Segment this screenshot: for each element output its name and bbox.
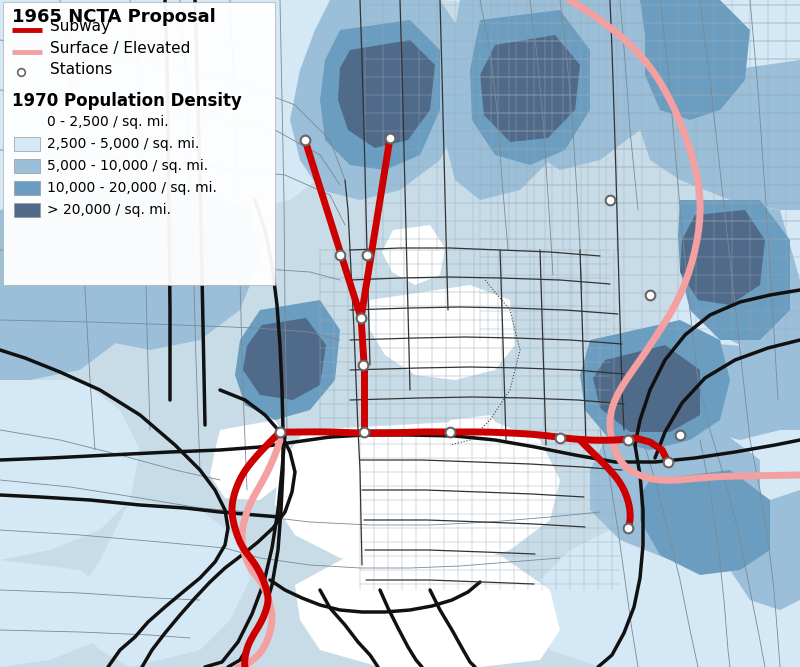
Text: Surface / Elevated: Surface / Elevated — [50, 41, 190, 57]
Polygon shape — [445, 0, 565, 200]
Polygon shape — [0, 380, 140, 560]
Text: 1965 NCTA Proposal: 1965 NCTA Proposal — [12, 8, 216, 26]
Polygon shape — [690, 200, 800, 360]
Text: 5,000 - 10,000 / sq. mi.: 5,000 - 10,000 / sq. mi. — [47, 159, 208, 173]
Text: Stations: Stations — [50, 61, 112, 77]
Polygon shape — [640, 0, 750, 120]
Polygon shape — [243, 318, 326, 400]
Text: Subway: Subway — [50, 19, 110, 35]
Polygon shape — [0, 210, 140, 380]
Polygon shape — [320, 20, 440, 170]
Text: 1970 Population Density: 1970 Population Density — [12, 92, 242, 110]
Polygon shape — [290, 0, 470, 200]
Bar — [14, 181, 40, 195]
Polygon shape — [370, 285, 515, 380]
Text: 10,000 - 20,000 / sq. mi.: 10,000 - 20,000 / sq. mi. — [47, 181, 217, 195]
Polygon shape — [80, 500, 250, 667]
Polygon shape — [0, 560, 120, 667]
Polygon shape — [580, 320, 730, 450]
Polygon shape — [235, 300, 340, 420]
Polygon shape — [275, 420, 560, 568]
Text: > 20,000 / sq. mi.: > 20,000 / sq. mi. — [47, 203, 171, 217]
Polygon shape — [470, 10, 590, 165]
Polygon shape — [480, 35, 580, 142]
Polygon shape — [338, 40, 435, 148]
Polygon shape — [680, 210, 765, 305]
Bar — [14, 159, 40, 173]
Polygon shape — [590, 430, 760, 560]
Polygon shape — [382, 225, 445, 285]
Polygon shape — [210, 420, 290, 500]
Polygon shape — [678, 200, 790, 340]
Text: 0 - 2,500 / sq. mi.: 0 - 2,500 / sq. mi. — [47, 115, 169, 129]
Bar — [14, 203, 40, 217]
FancyBboxPatch shape — [3, 2, 275, 285]
Polygon shape — [40, 180, 260, 350]
Polygon shape — [510, 0, 680, 170]
Polygon shape — [640, 470, 770, 575]
Polygon shape — [440, 0, 800, 210]
Polygon shape — [640, 200, 800, 440]
Polygon shape — [440, 415, 505, 470]
Text: 2,500 - 5,000 / sq. mi.: 2,500 - 5,000 / sq. mi. — [47, 137, 199, 151]
Polygon shape — [593, 345, 700, 432]
Bar — [14, 137, 40, 151]
Polygon shape — [530, 420, 800, 667]
Polygon shape — [730, 490, 800, 610]
Polygon shape — [0, 0, 360, 210]
Polygon shape — [295, 555, 560, 667]
Polygon shape — [640, 60, 800, 210]
Polygon shape — [640, 340, 800, 440]
Polygon shape — [0, 210, 140, 380]
